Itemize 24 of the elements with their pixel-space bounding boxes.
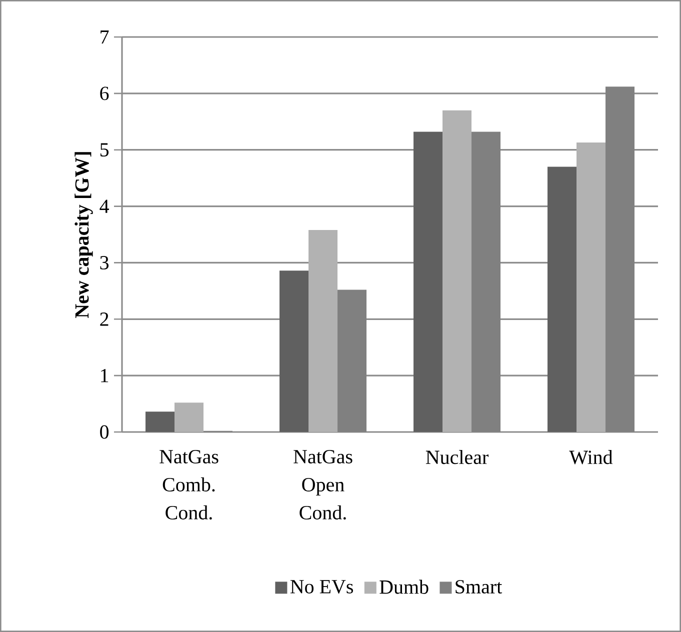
bar bbox=[174, 402, 204, 432]
legend-label: Dumb bbox=[380, 580, 428, 594]
x-tick-label: Nuclear bbox=[426, 450, 488, 464]
bar bbox=[146, 412, 174, 432]
x-tick-label: Wind bbox=[569, 450, 613, 464]
y-axis-title: New capacity [GW] bbox=[74, 152, 93, 318]
legend-label: No EVs bbox=[290, 580, 353, 594]
y-tick-label: 7 bbox=[100, 30, 109, 44]
y-tick-label: 5 bbox=[100, 143, 109, 156]
y-tick-label: 6 bbox=[100, 86, 109, 100]
y-tick-label: 0 bbox=[100, 425, 109, 439]
bar bbox=[280, 270, 308, 432]
x-tick-label: NatGas Open Cond. bbox=[294, 450, 352, 520]
bar bbox=[548, 166, 576, 432]
bar bbox=[308, 230, 338, 432]
y-tick-label: 2 bbox=[100, 312, 108, 326]
y-tick-label: 1 bbox=[101, 368, 108, 382]
bar bbox=[576, 142, 606, 432]
x-tick-label: NatGas Comb. Cond. bbox=[160, 450, 218, 520]
y-tick-label: 3 bbox=[100, 256, 109, 270]
bar bbox=[442, 110, 472, 432]
legend-label: Smart bbox=[456, 580, 502, 594]
y-tick-label: 4 bbox=[100, 200, 109, 213]
bar bbox=[414, 132, 442, 432]
